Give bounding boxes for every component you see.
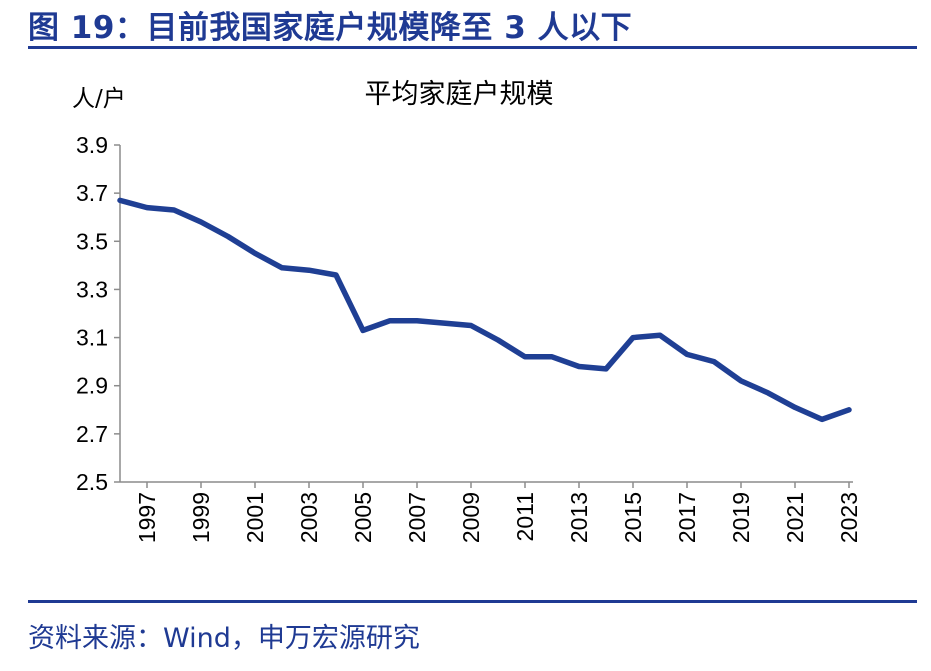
x-tick-label: 2021 (782, 492, 808, 543)
chart-title: 平均家庭户规模 (365, 79, 554, 110)
x-tick-label: 2023 (836, 492, 862, 543)
x-tick-label: 1997 (134, 492, 160, 543)
y-tick-label: 3.5 (76, 228, 108, 254)
x-tick-label: 2009 (458, 492, 484, 543)
x-tick-label: 2013 (566, 492, 592, 543)
source-note: 资料来源：Wind，申万宏源研究 (28, 623, 420, 654)
x-tick-label: 2003 (296, 492, 322, 543)
x-tick-label: 2017 (674, 492, 700, 543)
x-tick-label: 1999 (188, 492, 214, 543)
x-tick-label: 2019 (728, 492, 754, 543)
x-tick-label: 2015 (620, 492, 646, 543)
x-tick-label: 2005 (350, 492, 376, 543)
y-tick-label: 2.7 (76, 421, 108, 447)
series-layer (117, 197, 852, 423)
y-tick-label: 3.3 (76, 276, 108, 302)
axes: 2.5 2.7 2.9 3.1 3.3 3.5 3.7 3.9 1997 1999 2001 2003… (76, 132, 862, 543)
y-tick-label: 2.9 (76, 373, 108, 399)
x-tick-label: 2007 (404, 492, 430, 543)
y-tick-label: 3.1 (76, 325, 108, 351)
series-line (117, 197, 852, 423)
y-tick-label: 3.7 (76, 180, 108, 206)
y-axis-unit-label: 人/户 (72, 86, 126, 112)
x-tick-label: 2001 (242, 492, 268, 543)
line-chart: 人/户 平均家庭户规模 2.5 2.7 2.9 3.1 3.3 3.5 3.7 3.9 1997… (72, 79, 862, 543)
figure-title: 图 19：目前我国家庭户规模降至 3 人以下 (28, 10, 633, 46)
x-tick-label: 2011 (512, 492, 538, 541)
title-rule (28, 46, 917, 49)
y-tick-label: 2.5 (76, 469, 108, 495)
source-rule (28, 600, 917, 603)
y-tick-label: 3.9 (76, 132, 108, 158)
